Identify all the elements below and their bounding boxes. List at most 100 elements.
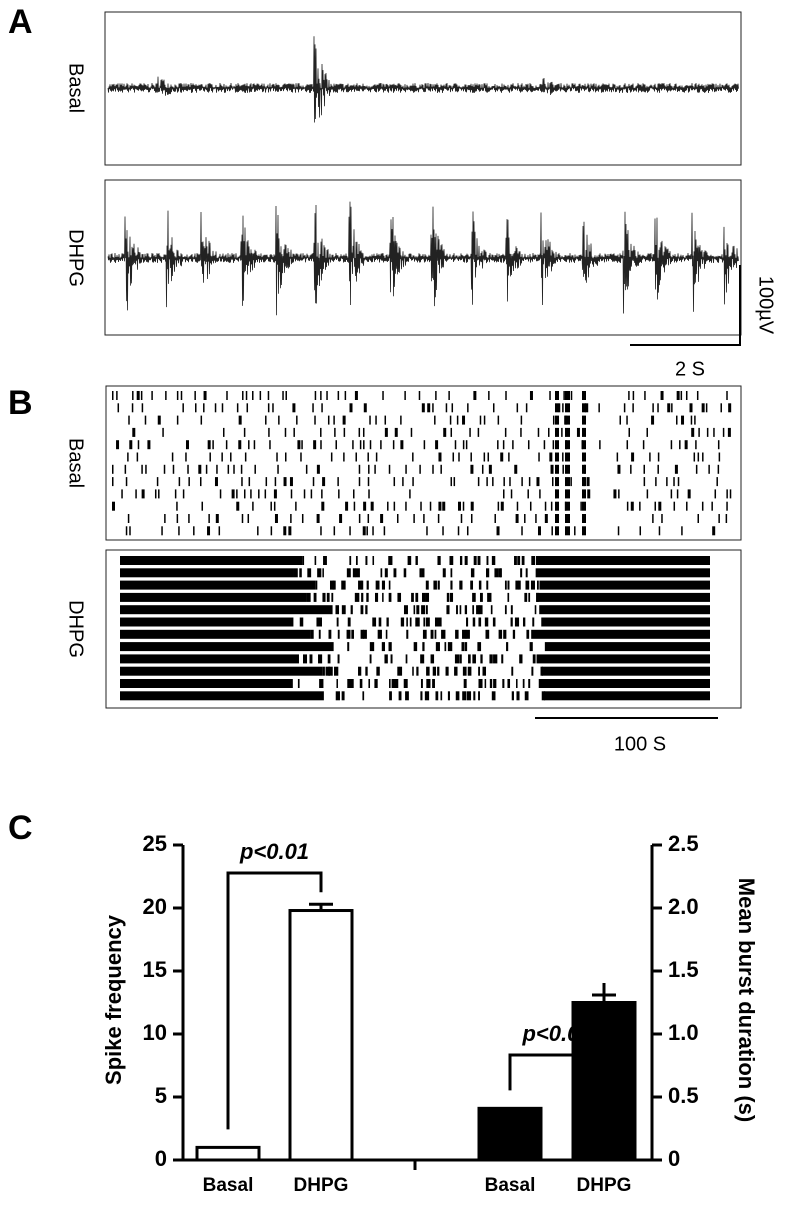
raster-tick xyxy=(464,642,468,652)
raster-tick xyxy=(400,617,405,627)
raster-tick xyxy=(252,391,254,400)
raster-tick xyxy=(341,580,346,590)
raster-tick xyxy=(512,440,514,450)
raster-tick xyxy=(563,391,565,400)
raster-tick xyxy=(582,464,586,474)
raster-tick xyxy=(185,452,187,462)
raster-tick xyxy=(299,617,304,627)
raster-block xyxy=(542,617,710,627)
raster-tick xyxy=(366,526,368,536)
raster-tick xyxy=(268,427,270,437)
raster-tick xyxy=(540,666,543,676)
raster-tick xyxy=(452,452,455,462)
raster-tick xyxy=(322,568,324,578)
raster-tick xyxy=(317,568,322,578)
raster-tick xyxy=(359,679,363,688)
raster-tick xyxy=(646,427,648,437)
raster-tick xyxy=(141,403,144,413)
raster-tick xyxy=(303,654,308,664)
raster-tick xyxy=(384,654,388,664)
raster-tick xyxy=(326,592,330,602)
raster-tick xyxy=(549,391,551,400)
raster-tick xyxy=(432,666,437,676)
raster-tick xyxy=(626,501,629,511)
raster-tick xyxy=(359,440,362,450)
raster-tick xyxy=(541,617,545,627)
raster-tick xyxy=(555,464,559,474)
raster-tick xyxy=(293,427,295,437)
raster-tick xyxy=(384,427,388,437)
raster-tick xyxy=(555,526,559,536)
raster-tick xyxy=(437,514,440,523)
raster-block xyxy=(120,691,324,701)
raster-tick xyxy=(241,514,244,523)
raster-tick xyxy=(241,477,243,487)
raster-tick xyxy=(112,501,115,511)
y-tick-label: 0 xyxy=(155,1146,167,1171)
raster-tick xyxy=(657,464,659,474)
raster-tick xyxy=(209,452,211,462)
raster-tick xyxy=(230,452,232,462)
raster-tick xyxy=(462,501,465,511)
raster-tick xyxy=(306,592,311,602)
raster-tick xyxy=(434,617,439,627)
raster-tick xyxy=(654,501,657,511)
raster-tick xyxy=(218,526,221,536)
raster-tick xyxy=(147,440,151,450)
raster-tick xyxy=(394,427,398,437)
raster-tick xyxy=(438,501,442,511)
raster-tick xyxy=(518,580,521,590)
raster-tick xyxy=(141,489,145,499)
raster-tick xyxy=(565,440,570,450)
raster-tick xyxy=(462,440,465,450)
raster-tick xyxy=(464,605,468,615)
raster-tick xyxy=(216,464,218,474)
raster-tick xyxy=(652,403,654,413)
raster-tick xyxy=(486,556,489,565)
raster-tick xyxy=(544,501,547,511)
raster-tick xyxy=(403,679,408,688)
raster-tick xyxy=(333,415,335,425)
raster-tick xyxy=(652,514,654,523)
raster-block xyxy=(536,654,710,664)
raster-tick xyxy=(248,440,250,450)
raster-tick xyxy=(344,391,347,400)
raster-tick xyxy=(403,605,408,615)
raster-tick xyxy=(617,526,620,536)
raster-tick xyxy=(552,415,555,425)
raster-tick xyxy=(447,691,450,701)
raster-tick xyxy=(718,452,721,462)
raster-block xyxy=(539,605,710,615)
raster-tick xyxy=(442,501,446,511)
raster-tick xyxy=(689,403,693,413)
raster-tick xyxy=(690,415,693,425)
raster-tick xyxy=(462,691,467,701)
raster-tick xyxy=(347,617,351,627)
raster-tick xyxy=(388,642,392,652)
raster-tick xyxy=(729,489,732,499)
raster-tick xyxy=(498,629,503,639)
trace xyxy=(107,201,739,316)
raster-tick xyxy=(550,464,554,474)
raster-tick xyxy=(716,477,718,487)
raster-tick xyxy=(525,568,528,578)
raster-tick xyxy=(388,464,391,474)
raster-tick xyxy=(274,514,278,523)
raster-tick xyxy=(320,391,322,400)
raster-tick xyxy=(238,415,242,425)
raster-tick xyxy=(599,440,601,450)
bar xyxy=(477,1106,543,1162)
raster-tick xyxy=(472,654,476,664)
raster-tick xyxy=(419,464,421,474)
raster-tick xyxy=(433,580,437,590)
raster-tick xyxy=(339,514,343,523)
raster-tick xyxy=(535,514,537,523)
raster-tick xyxy=(616,452,619,462)
raster-tick xyxy=(329,580,335,590)
raster-tick xyxy=(301,440,303,450)
raster-tick xyxy=(238,440,242,450)
raster-block xyxy=(538,679,710,688)
raster-tick xyxy=(296,654,299,664)
raster-tick xyxy=(354,592,360,602)
